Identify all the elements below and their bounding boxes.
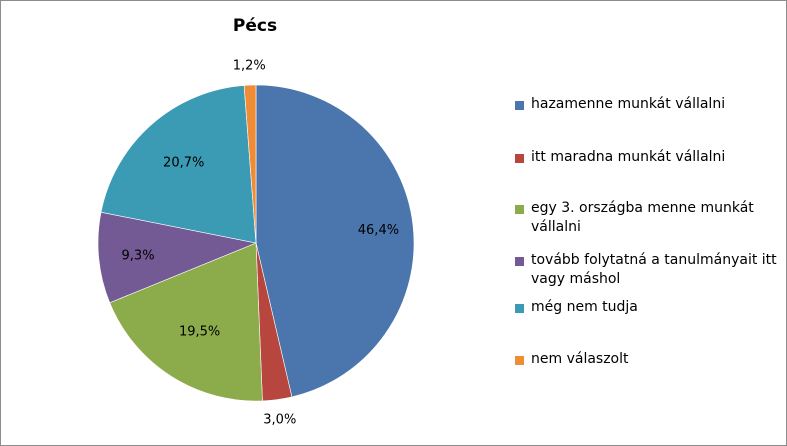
- legend-item-harmadik-orszag: egy 3. országba menne munkát vállalni: [515, 199, 780, 237]
- slice-value-label: 9,3%: [122, 248, 155, 263]
- legend-swatch: [515, 356, 524, 365]
- legend-label: nem válaszolt: [531, 351, 629, 367]
- slice-value-label: 1,2%: [233, 59, 266, 74]
- pie-slice: [243, 84, 257, 244]
- chart-title: Pécs: [232, 16, 278, 36]
- pie-slice: [97, 211, 258, 304]
- legend-label: még nem tudja: [531, 299, 638, 315]
- legend-item-itt-maradna: itt maradna munkát vállalni: [515, 148, 780, 167]
- legend-label: egy 3. országba menne munkát vállalni: [531, 200, 754, 235]
- pie-slice: [100, 85, 257, 244]
- legend-item-nem-valaszolt: nem válaszolt: [515, 350, 780, 369]
- legend-item-tanulmanyok: tovább folytatná a tanulmányait itt vagy…: [515, 251, 780, 289]
- legend-label: hazamenne munkát vállalni: [531, 96, 726, 112]
- slice-value-label: 46,4%: [358, 223, 399, 238]
- legend-item-meg-nem-tudja: még nem tudja: [515, 298, 780, 317]
- legend-swatch: [515, 101, 524, 110]
- legend-label: tovább folytatná a tanulmányait itt vagy…: [531, 252, 777, 287]
- legend-swatch: [515, 257, 524, 266]
- legend-swatch: [515, 304, 524, 313]
- pie-slice: [255, 84, 415, 398]
- slice-value-label: 19,5%: [179, 325, 220, 340]
- legend-item-hazamenne: hazamenne munkát vállalni: [515, 95, 780, 114]
- legend-label: itt maradna munkát vállalni: [531, 149, 726, 165]
- legend-swatch: [515, 205, 524, 214]
- slice-value-label: 3,0%: [263, 412, 296, 427]
- legend-swatch: [515, 154, 524, 163]
- pie-slice: [109, 242, 263, 402]
- slice-value-label: 20,7%: [163, 155, 204, 170]
